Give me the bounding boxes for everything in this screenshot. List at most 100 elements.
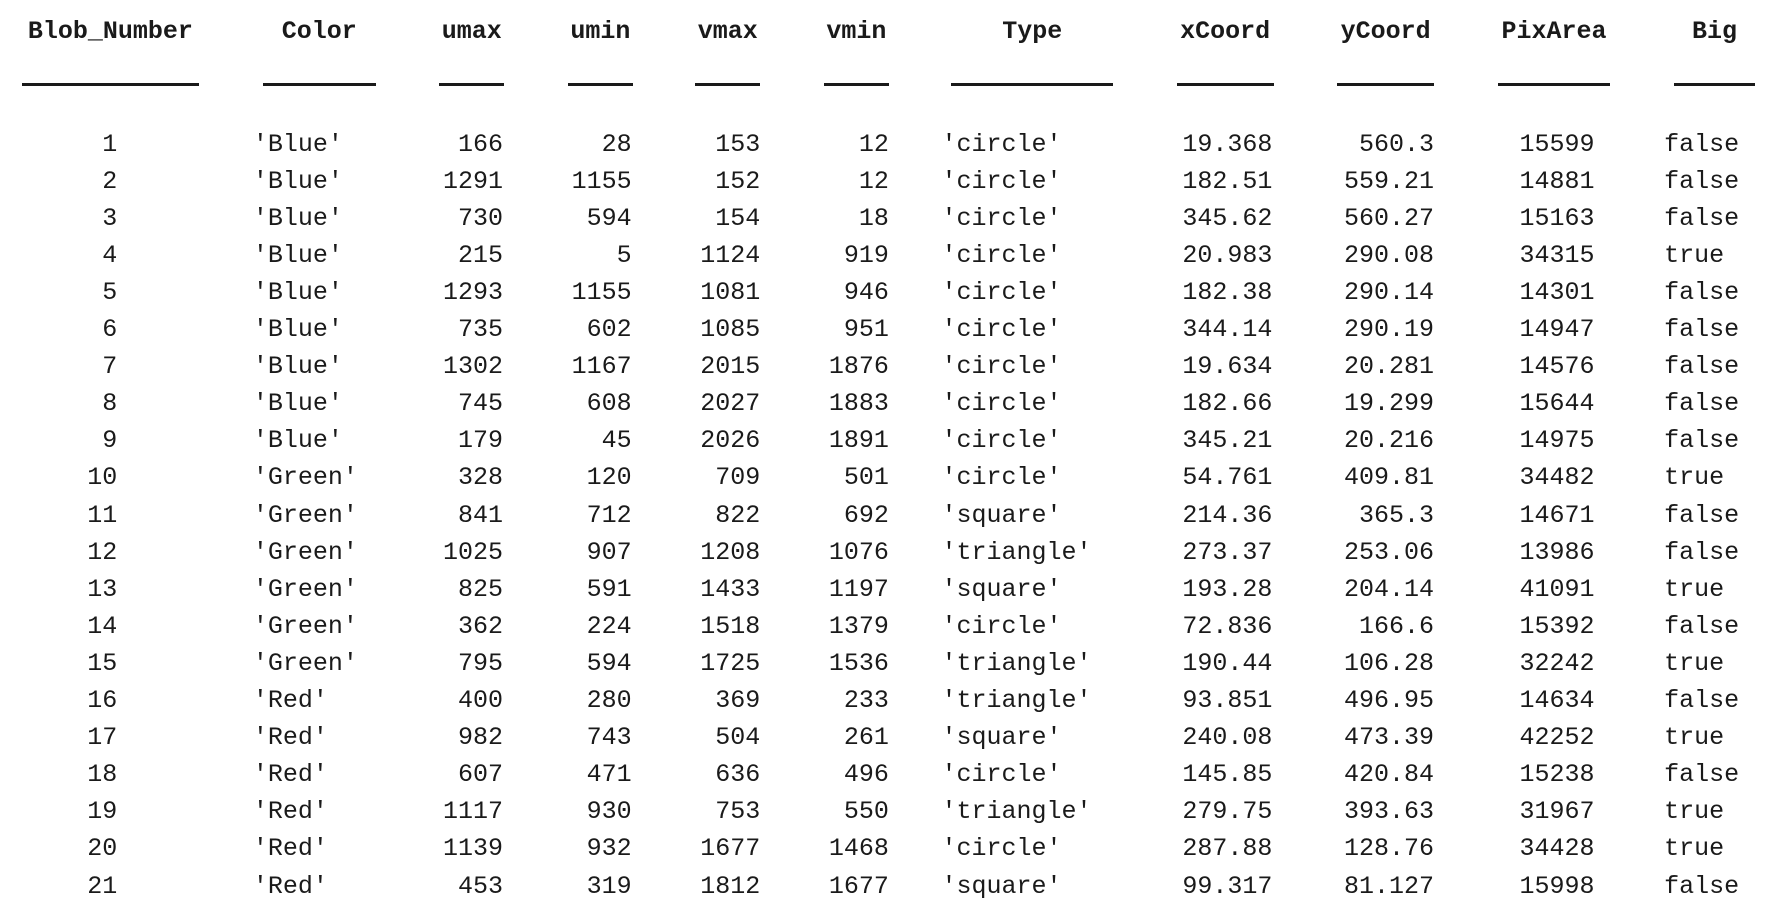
table-cell: 608 xyxy=(586,389,632,419)
table-cell: 1677 xyxy=(828,871,889,901)
table-cell: 1302 xyxy=(443,352,504,382)
table-cell: 253.06 xyxy=(1343,537,1434,567)
column-header-vmin: vmin xyxy=(826,17,887,46)
table-cell: 709 xyxy=(715,463,761,493)
table-cell: 182.66 xyxy=(1182,389,1273,419)
table-cell: 'circle' xyxy=(941,760,1062,790)
table-cell: true xyxy=(1664,723,1725,753)
table-cell: 1197 xyxy=(828,574,889,604)
header-underline xyxy=(1176,83,1274,86)
column-header-ycoord: yCoord xyxy=(1340,17,1431,46)
header-underline xyxy=(823,83,889,86)
table-cell: 273.37 xyxy=(1182,537,1273,567)
table-cell: 1124 xyxy=(700,240,761,270)
table-cell: 1081 xyxy=(700,277,761,307)
table-cell: 'Green' xyxy=(252,611,358,641)
table-cell: 919 xyxy=(843,240,889,270)
table-cell: 14634 xyxy=(1519,686,1595,716)
table-cell: 106.28 xyxy=(1343,648,1434,678)
table-cell: 'Green' xyxy=(252,648,358,678)
table-cell: 'Red' xyxy=(252,834,328,864)
table-cell: false xyxy=(1664,166,1740,196)
table-cell: 120 xyxy=(586,463,632,493)
table-cell: 369 xyxy=(715,686,761,716)
table-cell: 14576 xyxy=(1519,352,1595,382)
table-cell: 'circle' xyxy=(941,166,1062,196)
column-header-umax: umax xyxy=(441,17,502,46)
table-cell: 99.317 xyxy=(1182,871,1273,901)
table-cell: 12 xyxy=(858,166,889,196)
table-cell: 20.281 xyxy=(1343,352,1434,382)
table-cell: 14 xyxy=(87,611,118,641)
table-cell: 19 xyxy=(87,797,118,827)
table-cell: 344.14 xyxy=(1182,315,1273,345)
table-cell: 1155 xyxy=(571,166,632,196)
table-cell: 'Green' xyxy=(252,463,358,493)
table-cell: 15238 xyxy=(1519,760,1595,790)
table-cell: 166 xyxy=(458,129,504,159)
table-cell: 18 xyxy=(87,760,118,790)
table-cell: 692 xyxy=(843,500,889,530)
table-cell: 8 xyxy=(102,389,118,419)
table-cell: 453 xyxy=(458,871,504,901)
table-cell: 'circle' xyxy=(941,129,1062,159)
table-cell: false xyxy=(1664,760,1740,790)
table-cell: 72.836 xyxy=(1182,611,1273,641)
table-cell: 400 xyxy=(458,686,504,716)
table-cell: 471 xyxy=(586,760,632,790)
table-cell: true xyxy=(1664,834,1725,864)
table-cell: 1139 xyxy=(443,834,504,864)
table-cell: false xyxy=(1664,129,1740,159)
table-cell: 154 xyxy=(715,203,761,233)
table-cell: 9 xyxy=(102,426,118,456)
column-header-umin: umin xyxy=(570,17,631,46)
table-cell: 'circle' xyxy=(941,834,1062,864)
table-cell: 745 xyxy=(458,389,504,419)
table-cell: 'triangle' xyxy=(941,686,1092,716)
table-cell: 'triangle' xyxy=(941,648,1092,678)
table-cell: 214.36 xyxy=(1182,500,1273,530)
table-cell: false xyxy=(1664,352,1740,382)
table-cell: 345.62 xyxy=(1182,203,1273,233)
column-header-pixarea: PixArea xyxy=(1501,17,1607,46)
table-cell: 'Green' xyxy=(252,574,358,604)
table-cell: 287.88 xyxy=(1182,834,1273,864)
table-cell: 279.75 xyxy=(1182,797,1273,827)
table-cell: 496 xyxy=(843,760,889,790)
column-header-big: Big xyxy=(1692,17,1738,46)
table-cell: 233 xyxy=(843,686,889,716)
table-cell: 153 xyxy=(715,129,761,159)
table-cell: 'circle' xyxy=(941,203,1062,233)
table-cell: 328 xyxy=(458,463,504,493)
table-cell: 240.08 xyxy=(1182,723,1273,753)
table-cell: 224 xyxy=(586,611,632,641)
table-cell: 'square' xyxy=(941,871,1062,901)
table-cell: 20.216 xyxy=(1343,426,1434,456)
table-cell: 'circle' xyxy=(941,426,1062,456)
table-cell: 1085 xyxy=(700,315,761,345)
table-cell: 825 xyxy=(458,574,504,604)
table-cell: 190.44 xyxy=(1182,648,1273,678)
table-cell: 31967 xyxy=(1519,797,1595,827)
table-cell: 'Blue' xyxy=(252,129,343,159)
table-cell: 'circle' xyxy=(941,352,1062,382)
table-cell: 'Blue' xyxy=(252,240,343,270)
table-cell: 594 xyxy=(586,648,632,678)
table-cell: 13 xyxy=(87,574,118,604)
table-cell: 12 xyxy=(87,537,118,567)
table-cell: 932 xyxy=(586,834,632,864)
table-cell: false xyxy=(1664,277,1740,307)
table-cell: 93.851 xyxy=(1182,686,1273,716)
table-cell: 795 xyxy=(458,648,504,678)
table-cell: 591 xyxy=(586,574,632,604)
table-cell: 559.21 xyxy=(1343,166,1434,196)
table-cell: 'Blue' xyxy=(252,203,343,233)
table-cell: 42252 xyxy=(1519,723,1595,753)
table-cell: 'Blue' xyxy=(252,426,343,456)
table-cell: 15599 xyxy=(1519,129,1595,159)
table-cell: false xyxy=(1664,611,1740,641)
table-cell: 1468 xyxy=(828,834,889,864)
table-cell: 204.14 xyxy=(1343,574,1434,604)
table-cell: 14947 xyxy=(1519,315,1595,345)
